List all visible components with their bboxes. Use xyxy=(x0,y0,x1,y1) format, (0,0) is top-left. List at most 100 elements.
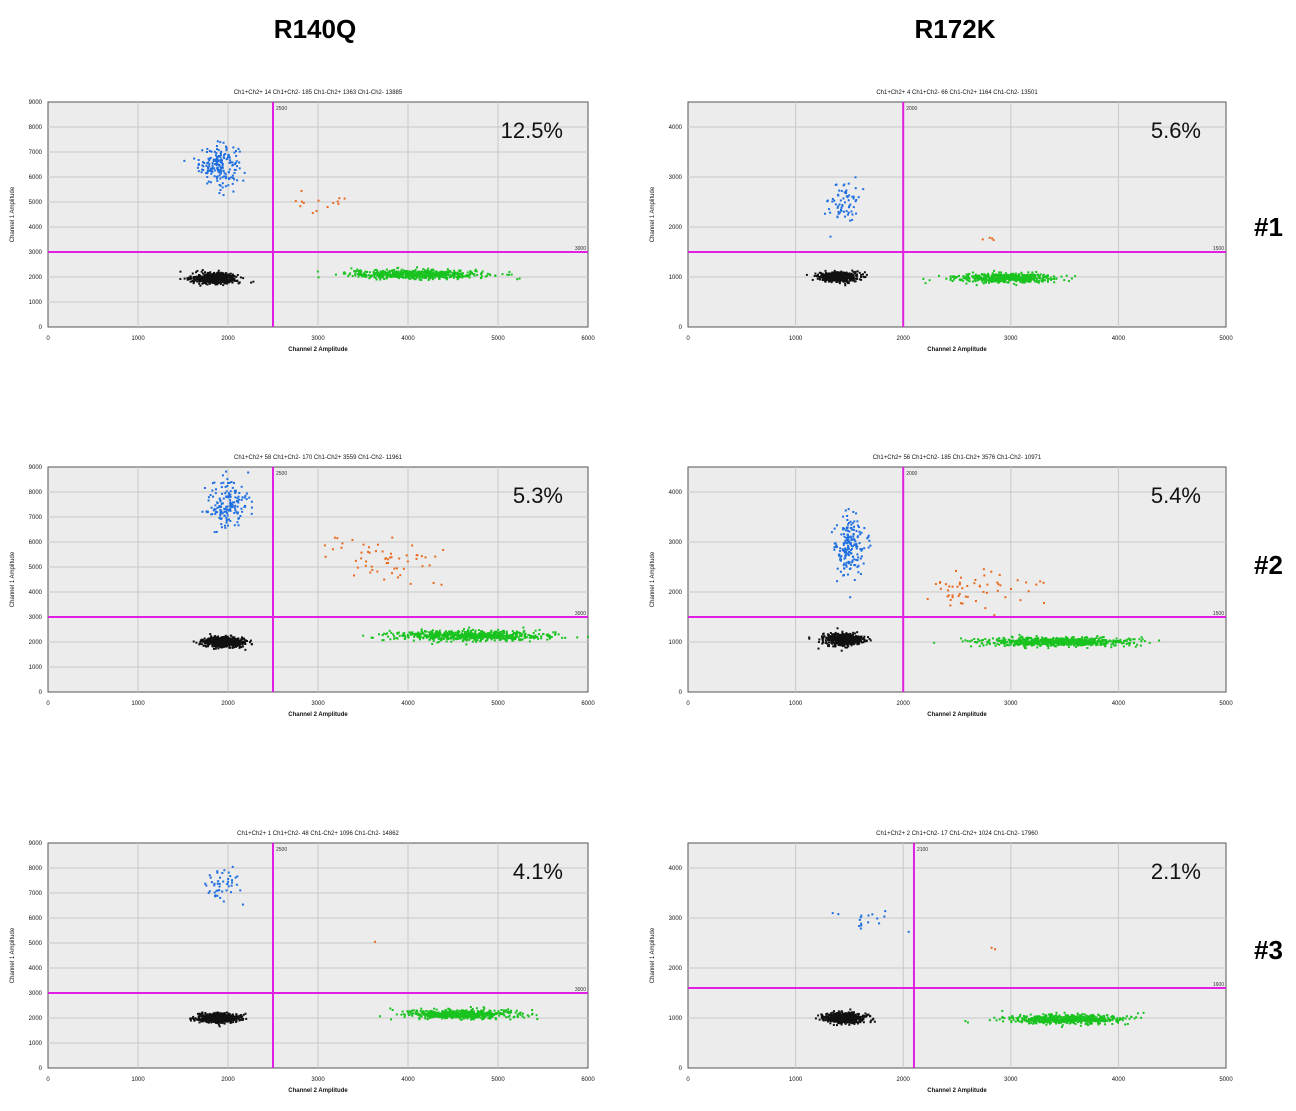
droplet-point xyxy=(237,274,239,276)
droplet-point xyxy=(357,276,359,278)
droplet-point xyxy=(221,640,223,642)
droplet-point xyxy=(240,640,242,642)
droplet-point xyxy=(853,529,855,531)
droplet-point xyxy=(843,211,845,213)
droplet-point xyxy=(860,276,862,278)
droplet-point xyxy=(1158,639,1160,641)
droplet-point xyxy=(222,167,224,169)
droplet-point xyxy=(814,273,816,275)
droplet-point xyxy=(227,525,229,527)
droplet-point xyxy=(985,275,987,277)
droplet-point xyxy=(852,278,854,280)
droplet-point xyxy=(449,276,451,278)
droplet-point xyxy=(474,630,476,632)
droplet-point xyxy=(845,551,847,553)
droplet-point xyxy=(299,205,301,207)
droplet-point xyxy=(843,574,845,576)
droplet-point xyxy=(832,271,834,273)
droplet-point xyxy=(467,275,469,277)
droplet-point xyxy=(998,271,1000,273)
droplet-point xyxy=(839,280,841,282)
droplet-point xyxy=(490,634,492,636)
droplet-point xyxy=(1038,282,1040,284)
droplet-point xyxy=(234,492,236,494)
droplet-point xyxy=(835,279,837,281)
droplet-point xyxy=(213,509,215,511)
droplet-point xyxy=(1068,280,1070,282)
droplet-point xyxy=(225,185,227,187)
droplet-point xyxy=(850,521,852,523)
droplet-point xyxy=(962,602,964,604)
droplet-point xyxy=(225,176,227,178)
droplet-point xyxy=(457,272,459,274)
droplet-point xyxy=(244,495,246,497)
droplet-point xyxy=(847,214,849,216)
droplet-point xyxy=(837,194,839,196)
droplet-point xyxy=(847,574,849,576)
droplet-point xyxy=(207,272,209,274)
droplet-point xyxy=(369,275,371,277)
droplet-point xyxy=(193,281,195,283)
droplet-point xyxy=(338,203,340,205)
droplet-point xyxy=(472,629,474,631)
droplet-point xyxy=(225,522,227,524)
droplet-point xyxy=(820,276,822,278)
x-tick-label: 1000 xyxy=(789,336,803,342)
y-tick-label: 1000 xyxy=(29,300,43,306)
droplet-point xyxy=(436,642,438,644)
droplet-point xyxy=(454,632,456,634)
droplet-point xyxy=(860,274,862,276)
droplet-point xyxy=(420,279,422,281)
droplet-point xyxy=(417,275,419,277)
droplet-point xyxy=(564,637,566,639)
droplet-point xyxy=(430,273,432,275)
droplet-point xyxy=(372,637,374,639)
droplet-point xyxy=(225,641,227,643)
droplet-point xyxy=(410,632,412,634)
droplet-point xyxy=(220,152,222,154)
droplet-point xyxy=(443,638,445,640)
droplet-point xyxy=(983,277,985,279)
droplet-point xyxy=(1017,579,1019,581)
y-tick-label: 9000 xyxy=(29,465,43,471)
droplet-point xyxy=(952,586,954,588)
droplet-point xyxy=(1096,635,1098,637)
droplet-point xyxy=(979,645,981,647)
droplet-point xyxy=(219,273,221,275)
droplet-point xyxy=(223,644,225,646)
droplet-point xyxy=(220,482,222,484)
droplet-point xyxy=(839,272,841,274)
droplet-point xyxy=(974,579,976,581)
x-tick-label: 4000 xyxy=(401,336,415,342)
droplet-point xyxy=(378,276,380,278)
y-tick-label: 5000 xyxy=(29,565,43,571)
droplet-point xyxy=(1044,279,1046,281)
droplet-point xyxy=(856,566,858,568)
droplet-point xyxy=(506,274,508,276)
droplet-point xyxy=(232,175,234,177)
row-label-3: #3 xyxy=(1254,935,1283,966)
droplet-point xyxy=(229,168,231,170)
droplet-point xyxy=(546,634,548,636)
droplet-point xyxy=(555,631,557,633)
droplet-point xyxy=(377,271,379,273)
droplet-point xyxy=(207,171,209,173)
droplet-point xyxy=(210,513,212,515)
droplet-point xyxy=(234,509,236,511)
droplet-point xyxy=(836,580,838,582)
droplet-point xyxy=(457,275,459,277)
droplet-point xyxy=(334,537,336,539)
droplet-point xyxy=(521,634,523,636)
droplet-point xyxy=(833,200,835,202)
droplet-point xyxy=(210,173,212,175)
droplet-point xyxy=(933,642,935,644)
droplet-point xyxy=(464,634,466,636)
droplet-point xyxy=(423,634,425,636)
droplet-point xyxy=(226,519,228,521)
droplet-point xyxy=(854,540,856,542)
droplet-point xyxy=(845,190,847,192)
droplet-point xyxy=(966,585,968,587)
droplet-point xyxy=(410,272,412,274)
droplet-point xyxy=(477,637,479,639)
